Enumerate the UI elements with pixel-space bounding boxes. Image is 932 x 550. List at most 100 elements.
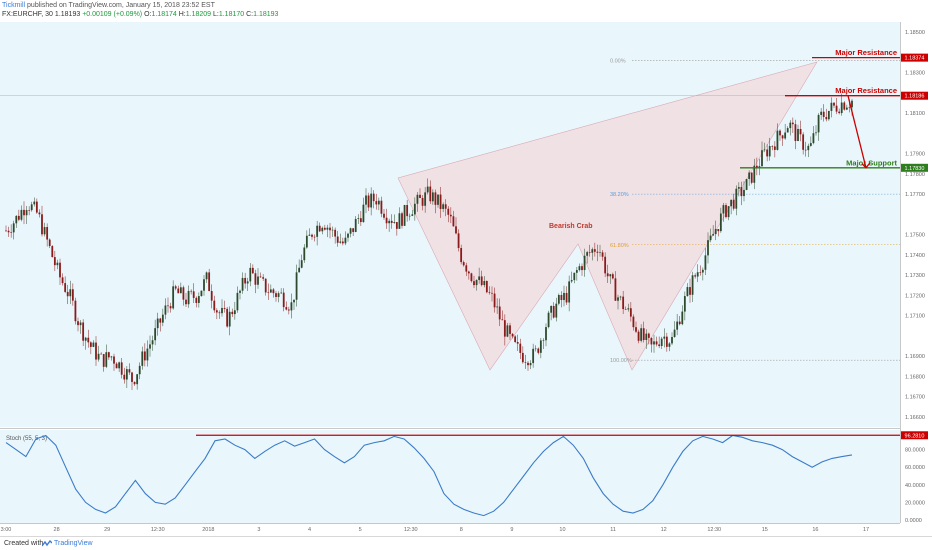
candle-body xyxy=(431,192,434,202)
price-tick-label: 1.17700 xyxy=(905,192,925,198)
candle-body xyxy=(488,292,491,293)
candle-body xyxy=(185,299,187,305)
candle-body xyxy=(838,111,841,114)
candle-body xyxy=(403,205,406,226)
candle-body xyxy=(20,209,23,220)
support-resistance-levels[interactable]: Major Resistance 1.18374 Major Resistance 1… xyxy=(0,48,928,172)
stoch-level-marker-label: 96.2810 xyxy=(905,433,925,439)
candle-body xyxy=(475,279,478,286)
candle-body xyxy=(583,255,586,271)
author-link[interactable]: Tickmill xyxy=(2,2,26,9)
candle-body xyxy=(154,328,157,341)
candle-body xyxy=(174,286,177,289)
candle-body xyxy=(77,321,79,326)
time-tick-label: 12:30 xyxy=(707,527,721,533)
candle-body xyxy=(313,236,316,238)
price-tick-label: 1.18300 xyxy=(905,71,925,77)
candle-body xyxy=(537,348,540,353)
candle-body xyxy=(95,342,97,360)
candle-body xyxy=(12,223,15,233)
candle-body xyxy=(419,194,421,198)
candle-body xyxy=(773,146,776,150)
candle-body xyxy=(519,343,522,353)
candle-body xyxy=(591,249,594,253)
candle-body xyxy=(768,146,771,157)
price-tick-label: 1.17300 xyxy=(905,273,925,279)
candle-body xyxy=(352,228,355,232)
time-tick-label: 28 xyxy=(54,527,60,533)
candle-body xyxy=(197,296,200,303)
candle-body xyxy=(105,352,108,367)
price-axis[interactable]: 1.18500 1.18300 1.18100 1.17900 1.17800 1.177… xyxy=(905,30,925,421)
candle-body xyxy=(208,272,211,292)
candle-body xyxy=(439,194,442,209)
chart-canvas[interactable]: 0.00% 38.20% 61.80% 100.00% Major Resistanc… xyxy=(0,0,932,536)
candle-body xyxy=(797,128,799,141)
candle-body xyxy=(66,291,69,297)
candle-body xyxy=(681,311,684,325)
candle-body xyxy=(35,201,38,213)
candle-body xyxy=(563,292,565,301)
ohlc-close-label: C: xyxy=(246,11,254,18)
resistance-label: Major Resistance xyxy=(835,86,897,95)
time-tick-label: 12 xyxy=(661,527,667,533)
candle-body xyxy=(285,307,288,310)
candle-body xyxy=(645,333,648,341)
price-tick-label: 1.17800 xyxy=(905,172,925,178)
candle-body xyxy=(640,328,643,341)
candle-body xyxy=(311,234,313,237)
candle-body xyxy=(655,341,658,345)
candle-body xyxy=(573,272,576,281)
candle-body xyxy=(262,277,265,279)
candle-body xyxy=(516,342,519,344)
candle-body xyxy=(753,165,756,183)
stoch-pane[interactable] xyxy=(0,430,900,523)
candle-body xyxy=(529,363,532,366)
bearish-crab-pattern[interactable] xyxy=(397,61,818,371)
candle-body xyxy=(827,110,830,120)
candle-body xyxy=(848,107,851,108)
candle-body xyxy=(727,206,730,218)
candle-body xyxy=(509,325,511,334)
candle-body xyxy=(511,333,514,337)
candle-body xyxy=(172,286,175,309)
candle-body xyxy=(89,342,92,347)
candle-body xyxy=(673,329,676,337)
candle-body xyxy=(372,193,375,202)
price-axis-marker xyxy=(901,53,928,62)
candle-body xyxy=(570,280,573,282)
candle-body xyxy=(514,336,517,343)
candle-body xyxy=(491,292,493,294)
candle-body xyxy=(5,230,7,232)
ohlc-low: 1.18170 xyxy=(218,11,245,18)
candle-body xyxy=(843,102,846,110)
price-tick-label: 1.16600 xyxy=(905,415,925,421)
candle-body xyxy=(699,272,702,273)
stoch-indicator-label[interactable]: Stoch (55, 5, 3) xyxy=(6,436,47,442)
stoch-tick-label: 0.0000 xyxy=(905,518,922,524)
candle-body xyxy=(462,262,465,266)
candle-body xyxy=(470,273,473,282)
time-tick-label: 12:30 xyxy=(151,527,165,533)
candle-body xyxy=(141,351,144,366)
candle-body xyxy=(359,218,362,223)
candle-body xyxy=(179,287,182,294)
time-tick-label: 5 xyxy=(359,527,362,533)
symbol-ohlc-line: FX:EURCHF, 30 1.18193 +0.00109 (+0.09%) … xyxy=(2,11,278,18)
candle-body xyxy=(732,199,735,209)
candle-body xyxy=(48,239,51,247)
tradingview-logo-icon[interactable] xyxy=(42,540,52,548)
candle-body xyxy=(704,255,707,270)
candle-body xyxy=(239,290,241,293)
time-axis[interactable]: 3:00 28 29 12:30 2018 3 4 5 12:30 8 9 10 11 12 12:30 15… xyxy=(1,527,869,533)
candle-body xyxy=(845,107,848,110)
candle-body xyxy=(802,134,805,150)
candle-body xyxy=(421,197,424,206)
candle-body xyxy=(377,200,380,205)
symbol-name[interactable]: FX:EURCHF, 30 xyxy=(2,11,53,18)
tradingview-brand-link[interactable]: TradingView xyxy=(54,540,93,547)
candle-body xyxy=(408,215,411,217)
candle-body xyxy=(691,275,694,295)
candle-body xyxy=(835,105,838,112)
